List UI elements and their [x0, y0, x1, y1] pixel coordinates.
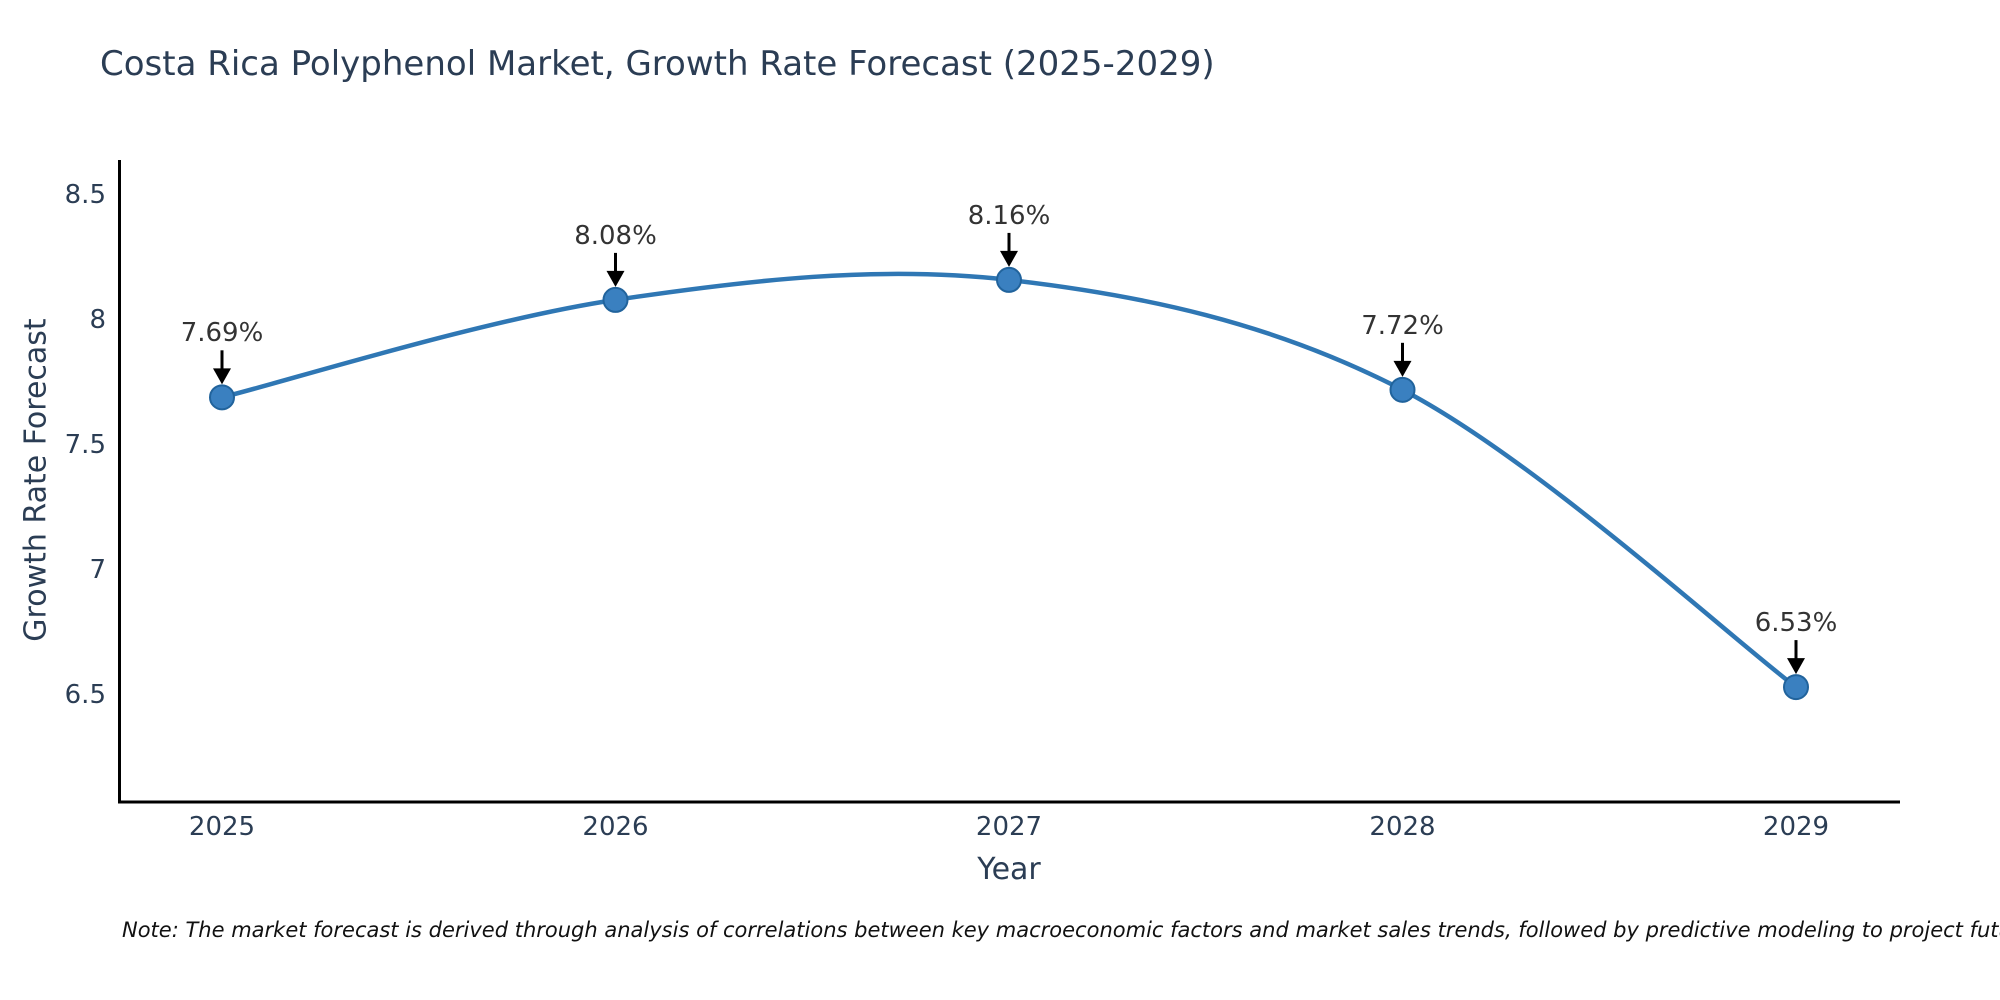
y-tick-label: 7 — [89, 554, 106, 585]
annotation-arrowhead — [1787, 658, 1805, 675]
data-point-marker — [996, 266, 1022, 293]
point-value-label: 7.72% — [1361, 310, 1444, 341]
x-axis-title: Year — [977, 852, 1041, 887]
x-tick-label: 2027 — [975, 812, 1043, 842]
y-tick-label: 6.5 — [64, 679, 106, 710]
data-point-marker — [1389, 376, 1416, 403]
annotation-arrowhead — [606, 270, 625, 287]
point-value-label: 8.16% — [967, 200, 1051, 231]
point-value-label: 7.69% — [180, 318, 264, 349]
annotation-arrowhead — [1393, 360, 1412, 377]
point-value-label: 8.08% — [574, 220, 657, 251]
chart-title: Costa Rica Polyphenol Market, Growth Rat… — [100, 44, 1215, 84]
x-tick-label: 2028 — [1369, 812, 1436, 842]
trend-line — [219, 271, 1799, 690]
data-point-marker — [602, 286, 629, 313]
x-tick-label: 2025 — [188, 812, 256, 842]
annotation-arrowhead — [213, 368, 231, 385]
data-point-marker — [209, 384, 235, 411]
y-tick-label: 8.5 — [64, 179, 106, 210]
y-tick-label: 7.5 — [64, 429, 106, 460]
footnote: Note: The market forecast is derived thr… — [122, 918, 2000, 942]
x-tick-label: 2026 — [582, 812, 649, 842]
x-tick-label: 2029 — [1762, 812, 1830, 842]
annotation-arrowhead — [1000, 250, 1018, 267]
data-point-marker — [1783, 674, 1809, 701]
y-tick-label: 8 — [89, 304, 106, 335]
point-value-label: 6.53% — [1754, 608, 1838, 639]
